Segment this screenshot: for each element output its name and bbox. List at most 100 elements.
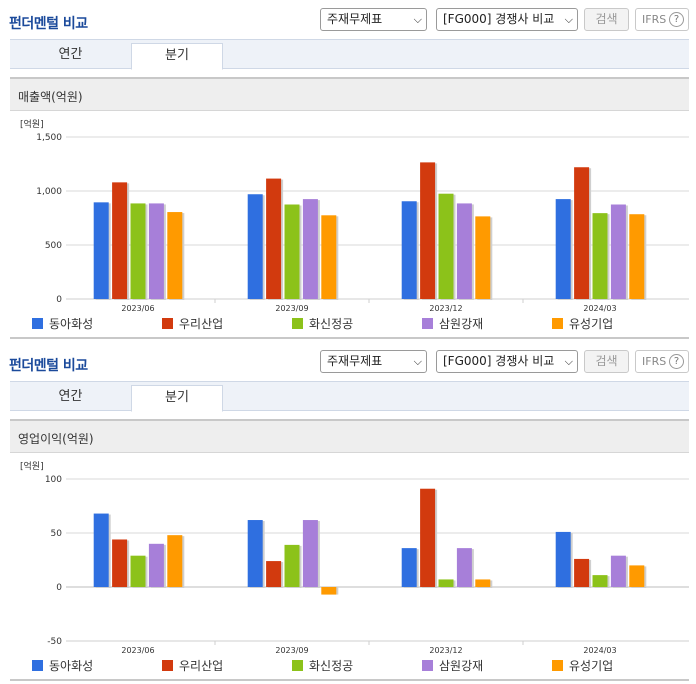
bar [148, 203, 164, 299]
bar [610, 204, 626, 299]
bar [130, 555, 146, 587]
bar [438, 193, 454, 299]
panel-title: 영업이익(억원) [18, 432, 94, 446]
legend-swatch [32, 318, 43, 329]
x-tick-label: 2023/06 [121, 646, 154, 655]
legend-swatch [292, 318, 303, 329]
tab-annual[interactable]: 연간 [58, 389, 83, 404]
legend-item[interactable]: 유성기업 [552, 659, 613, 673]
legend-item[interactable]: 화신정공 [292, 659, 353, 673]
panel-header: 매출액(억원) [10, 79, 689, 111]
legend-item[interactable]: 우리산업 [162, 659, 223, 673]
legend-swatch [422, 660, 433, 671]
legend-label: 우리산업 [179, 317, 224, 331]
x-tick-label: 2024/03 [583, 646, 616, 655]
legend-swatch [292, 660, 303, 671]
bar [420, 162, 436, 299]
chart-legend: 동아화성 우리산업 화신정공 삼원강재 유성기업 [10, 659, 689, 679]
bar [247, 194, 263, 299]
bar [555, 531, 571, 587]
chevron-down-icon: ⌵ [564, 355, 573, 368]
peer-compare-value: [FG000] 경쟁사 비교 [443, 12, 555, 26]
ifrs-label: IFRS [642, 355, 667, 368]
bar [167, 535, 183, 587]
chevron-down-icon: ⌵ [413, 13, 422, 26]
legend-item[interactable]: 삼원강재 [422, 659, 483, 673]
legend-label: 화신정공 [309, 659, 354, 673]
bar [148, 543, 164, 587]
peer-compare-value: [FG000] 경쟁사 비교 [443, 354, 555, 368]
bar [438, 579, 454, 587]
help-icon: ? [669, 12, 684, 27]
legend-label: 화신정공 [309, 317, 354, 331]
peer-compare-select[interactable]: [FG000] 경쟁사 비교 ⌵ [436, 8, 578, 31]
tab-annual[interactable]: 연간 [58, 47, 83, 62]
bar [284, 204, 300, 299]
legend-swatch [32, 660, 43, 671]
unit-label: [억원] [20, 118, 44, 130]
tab-quarterly[interactable]: 분기 [131, 385, 223, 412]
bar-chart: [억원] -50 0 50 100 2023/06 2023/09 2023/12 2024/0… [20, 460, 689, 655]
tab-quarterly[interactable]: 분기 [131, 43, 223, 70]
section-header: 펀더멘털 비교 주재무제표 ⌵ [FG000] 경쟁사 비교 ⌵ 검색 IFRS… [0, 0, 696, 40]
bar [629, 565, 645, 587]
period-tabs: 연간 분기 [10, 39, 689, 70]
legend-label: 삼원강재 [439, 317, 484, 331]
bar [401, 201, 417, 299]
bar [475, 216, 491, 299]
bar [112, 182, 128, 299]
statement-type-value: 주재무제표 [327, 354, 383, 368]
bar [592, 213, 608, 299]
legend-item[interactable]: 동아화성 [32, 659, 93, 673]
bar [130, 203, 146, 299]
bar [574, 558, 590, 587]
bar [167, 212, 183, 299]
statement-type-select[interactable]: 주재무제표 ⌵ [320, 350, 427, 373]
panel-title: 매출액(억원) [18, 90, 83, 104]
x-tick-label: 2023/09 [275, 646, 308, 655]
legend-item[interactable]: 유성기업 [552, 317, 613, 331]
bar [420, 488, 436, 587]
bar [266, 178, 282, 299]
legend-item[interactable]: 동아화성 [32, 317, 93, 331]
chart-panel: 매출액(억원) [억원] 0 500 1,000 1,500 2023/06 2023/09… [10, 77, 689, 339]
bar [93, 513, 109, 587]
bar [321, 215, 337, 299]
section-title: 펀더멘털 비교 [9, 16, 88, 32]
legend-swatch [162, 318, 173, 329]
bar [284, 544, 300, 587]
bar [302, 520, 318, 587]
y-tick-label: 50 [51, 529, 63, 539]
y-tick-label: 1,000 [36, 187, 62, 197]
legend-label: 동아화성 [49, 317, 94, 331]
help-icon: ? [669, 354, 684, 369]
legend-item[interactable]: 우리산업 [162, 317, 223, 331]
y-tick-label: 100 [45, 475, 62, 485]
legend-label: 우리산업 [179, 659, 224, 673]
bar [93, 202, 109, 299]
peer-compare-select[interactable]: [FG000] 경쟁사 비교 ⌵ [436, 350, 578, 373]
ifrs-help-button[interactable]: IFRS ? [635, 8, 689, 31]
bar [302, 199, 318, 299]
legend-item[interactable]: 화신정공 [292, 317, 353, 331]
bar [629, 214, 645, 299]
bar [247, 520, 263, 587]
bar-chart: [억원] 0 500 1,000 1,500 2023/06 2023/09 2023/12 2… [20, 118, 689, 313]
chevron-down-icon: ⌵ [413, 355, 422, 368]
bar [610, 555, 626, 587]
x-tick-label: 2023/12 [429, 646, 462, 655]
bar [456, 203, 472, 299]
legend-item[interactable]: 삼원강재 [422, 317, 483, 331]
bar [574, 167, 590, 299]
section-header: 펀더멘털 비교 주재무제표 ⌵ [FG000] 경쟁사 비교 ⌵ 검색 IFRS… [0, 342, 696, 382]
x-tick-label: 2023/12 [429, 304, 462, 313]
ifrs-help-button[interactable]: IFRS ? [635, 350, 689, 373]
unit-label: [억원] [20, 460, 44, 472]
bar [456, 548, 472, 587]
y-tick-label: 0 [56, 295, 62, 305]
statement-type-select[interactable]: 주재무제표 ⌵ [320, 8, 427, 31]
ifrs-label: IFRS [642, 13, 667, 26]
legend-label: 유성기업 [569, 317, 614, 331]
search-button[interactable]: 검색 [584, 8, 629, 31]
search-button[interactable]: 검색 [584, 350, 629, 373]
